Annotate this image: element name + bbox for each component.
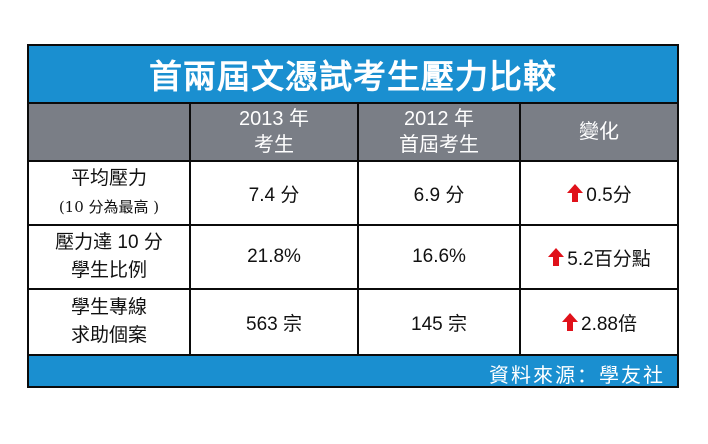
- row-label-main: 平均壓力: [70, 168, 147, 189]
- table-body: 平均壓力 (10 分為最高 ) 7.4 分 6.9 分 0.5分 壓力達 10 …: [29, 162, 677, 356]
- change-text: 0.5分: [586, 184, 632, 206]
- header-change: 變化: [519, 104, 677, 160]
- change-text: 2.88倍: [581, 313, 637, 335]
- table-header: 2013 年 考生 2012 年 首屆考生 變化: [29, 102, 677, 162]
- value-2012: 145 宗: [357, 290, 519, 354]
- row-label-main: 學生專線: [70, 297, 147, 318]
- comparison-table: 首兩屆文憑試考生壓力比較 2013 年 考生 2012 年 首屆考生 變化 平均…: [27, 44, 679, 388]
- change-text: 5.2百分點: [567, 248, 651, 270]
- header-2012: 2012 年 首屆考生: [357, 104, 519, 160]
- row-label-sub: 求助個案: [70, 325, 147, 346]
- value-change: 0.5分: [519, 162, 677, 224]
- header-2012-year: 2012 年: [403, 108, 475, 130]
- row-label: 壓力達 10 分 學生比例: [29, 226, 189, 288]
- value-2012: 16.6%: [357, 226, 519, 288]
- value-2012: 6.9 分: [357, 162, 519, 224]
- value-2013: 7.4 分: [189, 162, 357, 224]
- red-up-arrow-icon: [547, 247, 565, 267]
- value-change: 5.2百分點: [519, 226, 677, 288]
- table-title: 首兩屆文憑試考生壓力比較: [149, 57, 557, 96]
- header-2013-label: 考生: [254, 134, 294, 156]
- red-up-arrow-icon: [566, 183, 584, 203]
- header-2013-year: 2013 年: [238, 108, 310, 130]
- source-note: 資料來源：學友社: [489, 362, 665, 387]
- table-row: 學生專線 求助個案 563 宗 145 宗 2.88倍: [29, 290, 677, 356]
- red-up-arrow-icon: [561, 312, 579, 332]
- value-2013: 21.8%: [189, 226, 357, 288]
- header-2012-label: 首屆考生: [399, 134, 479, 156]
- header-2013: 2013 年 考生: [189, 104, 357, 160]
- table-row: 壓力達 10 分 學生比例 21.8% 16.6% 5.2百分點: [29, 226, 677, 290]
- row-label: 學生專線 求助個案: [29, 290, 189, 354]
- row-label-note: (10 分為最高 ): [58, 198, 160, 216]
- row-label: 平均壓力 (10 分為最高 ): [29, 162, 189, 224]
- header-change-label: 變化: [579, 121, 619, 143]
- value-change: 2.88倍: [519, 290, 677, 354]
- table-row: 平均壓力 (10 分為最高 ) 7.4 分 6.9 分 0.5分: [29, 162, 677, 226]
- value-2013: 563 宗: [189, 290, 357, 354]
- row-label-main: 壓力達 10 分: [55, 232, 163, 253]
- row-label-sub: 學生比例: [70, 260, 147, 281]
